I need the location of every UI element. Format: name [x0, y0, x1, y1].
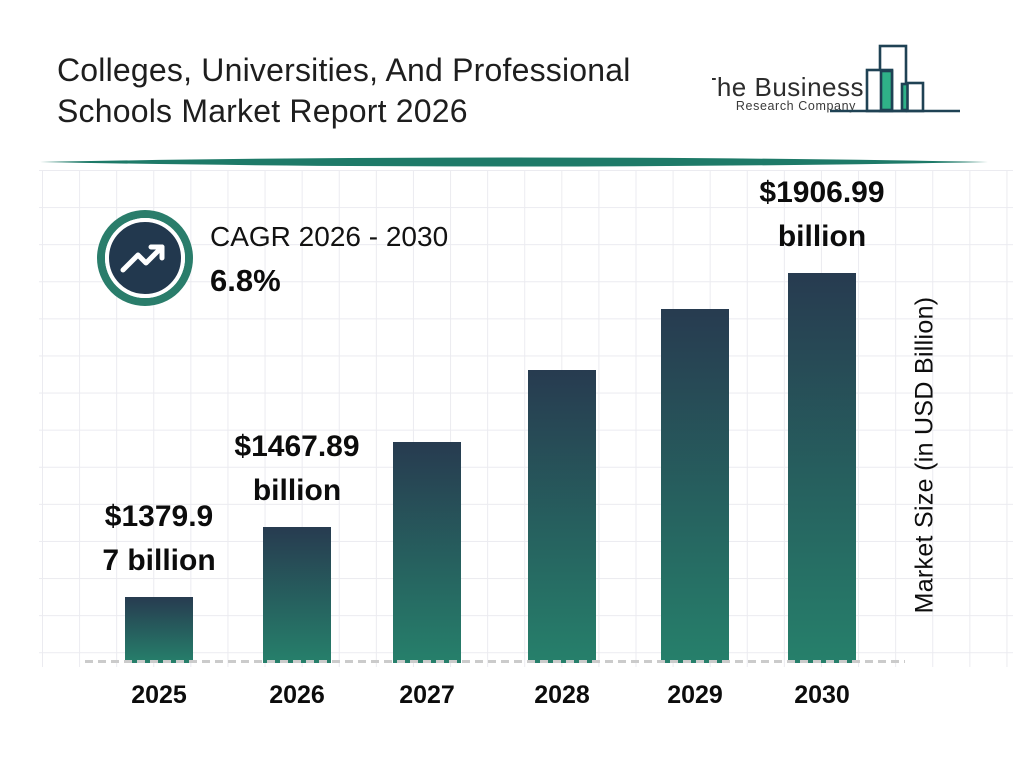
bar-value-label-2026: $1467.89 billion — [157, 425, 437, 513]
page-title: Colleges, Universities, And Professional… — [57, 52, 631, 129]
cagr-label: CAGR 2026 - 2030 — [210, 221, 449, 252]
bar-2029 — [661, 309, 729, 663]
x-tick-2030: 2030 — [794, 681, 850, 709]
logo-company-name: The Business — [712, 72, 864, 102]
bar-2026 — [263, 527, 331, 663]
bar-value-label-2030: $1906.99 billion — [682, 171, 962, 259]
bar-value-label-line: $1467.89 — [234, 430, 360, 463]
trending-up-icon — [120, 244, 165, 273]
chart-baseline — [85, 660, 905, 663]
company-logo: The Business Research Company — [712, 44, 960, 113]
x-tick-2026: 2026 — [269, 681, 325, 709]
x-tick-2028: 2028 — [534, 681, 590, 709]
bar-2025 — [125, 597, 193, 663]
x-tick-2027: 2027 — [399, 681, 455, 709]
bar-2027 — [393, 442, 461, 663]
bar-2030 — [788, 273, 856, 663]
bar-value-label-line: billion — [777, 220, 867, 253]
x-tick-2029: 2029 — [667, 681, 723, 709]
bar-value-label-line: billion — [252, 474, 342, 507]
cagr-badge — [97, 210, 193, 306]
title-divider — [40, 157, 988, 167]
bar-value-label-line: $1906.99 — [759, 176, 885, 209]
logo-company-subname: Research Company — [736, 99, 856, 113]
y-axis-label: Market Size (in USD Billion) — [910, 296, 939, 614]
bar-2028 — [528, 370, 596, 663]
bar-value-label-line: $1379.9 — [104, 500, 214, 533]
logo-bar-chart-icon — [830, 44, 960, 113]
x-tick-2025: 2025 — [131, 681, 187, 709]
bar-value-label-2025: $1379.9 7 billion — [19, 495, 299, 583]
cagr-value: 6.8% — [210, 263, 281, 298]
bar-value-label-line: 7 billion — [102, 544, 216, 577]
